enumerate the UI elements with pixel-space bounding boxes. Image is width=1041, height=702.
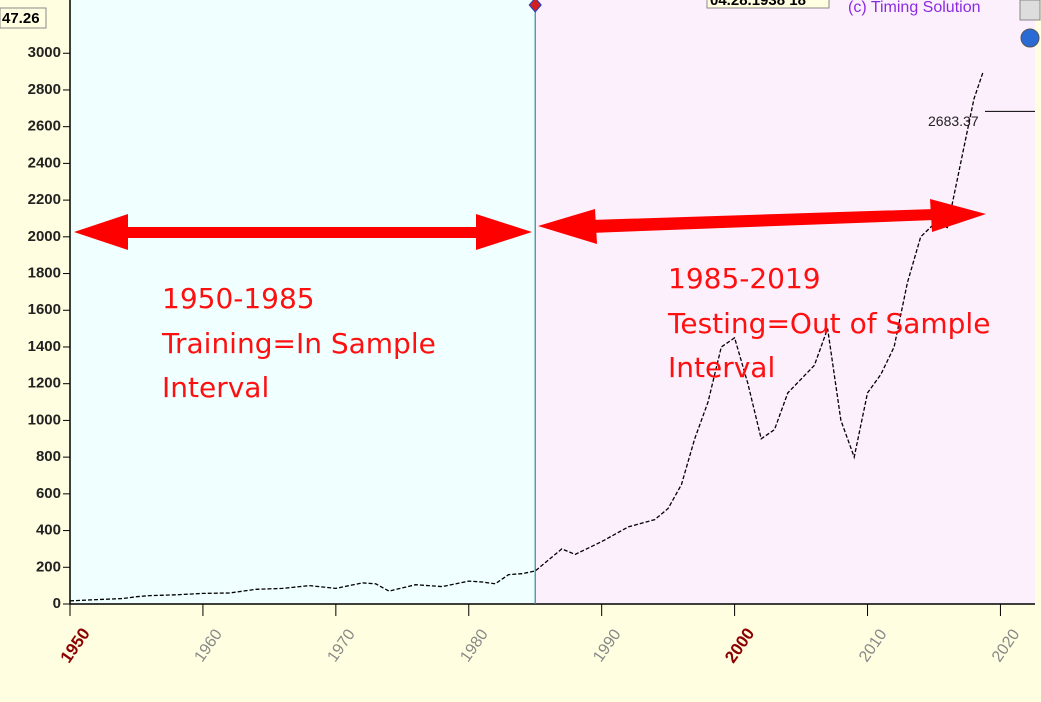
y-tick-label: 800 [36,448,61,465]
y-tick-label: 200 [36,558,61,575]
y-tick-label: 2200 [28,191,61,208]
split-marker [528,0,542,13]
y-tick-label: 2000 [28,228,61,245]
x-tick-label: 1990 [590,626,624,665]
dropdown-button[interactable] [1019,0,1041,21]
x-tick-label: 2000 [721,624,758,666]
y-tick-label: 0 [53,595,61,612]
cursor-value: 47.26 [2,10,40,27]
in-sample-region [70,0,535,604]
last-value-label: 2683.37 [928,113,979,129]
annotation: 1985-2019 [668,262,821,295]
cursor-box [0,7,47,29]
y-tick-label: 1400 [28,338,61,355]
x-tick-label: 1970 [324,626,358,665]
annotation: Testing=Out of Sample [667,307,990,340]
out-of-sample-arrow [538,199,986,244]
price-line [69,71,984,602]
annotation: 1950-1985 [162,282,315,315]
x-tick-label: 1950 [57,624,94,666]
y-tick-label: 2400 [28,154,61,171]
date-box [706,0,830,9]
y-tick-label: 600 [36,485,61,502]
in-sample-arrow [74,214,532,250]
annotation: Interval [162,371,269,404]
y-tick-label: 3000 [28,44,61,61]
copyright: (c) Timing Solution [848,0,981,16]
annotation: Interval [668,351,775,384]
globe-icon[interactable] [1020,28,1040,48]
x-tick-label: 1980 [457,626,491,665]
y-tick-label: 1800 [28,265,61,282]
out-of-sample-region [535,0,1035,604]
y-tick-label: 1000 [28,411,61,428]
y-tick-label: 2800 [28,81,61,98]
cursor-date: 04.28.1938 18 [710,0,806,9]
y-tick-label: 2600 [28,118,61,135]
annotation: Training=In Sample [161,327,436,360]
y-tick-label: 400 [36,522,61,539]
x-tick-label: 2020 [989,626,1023,665]
x-tick-label: 1960 [192,626,226,665]
x-tick-label: 2010 [856,626,890,665]
y-tick-label: 1200 [28,375,61,392]
y-tick-label: 1600 [28,301,61,318]
